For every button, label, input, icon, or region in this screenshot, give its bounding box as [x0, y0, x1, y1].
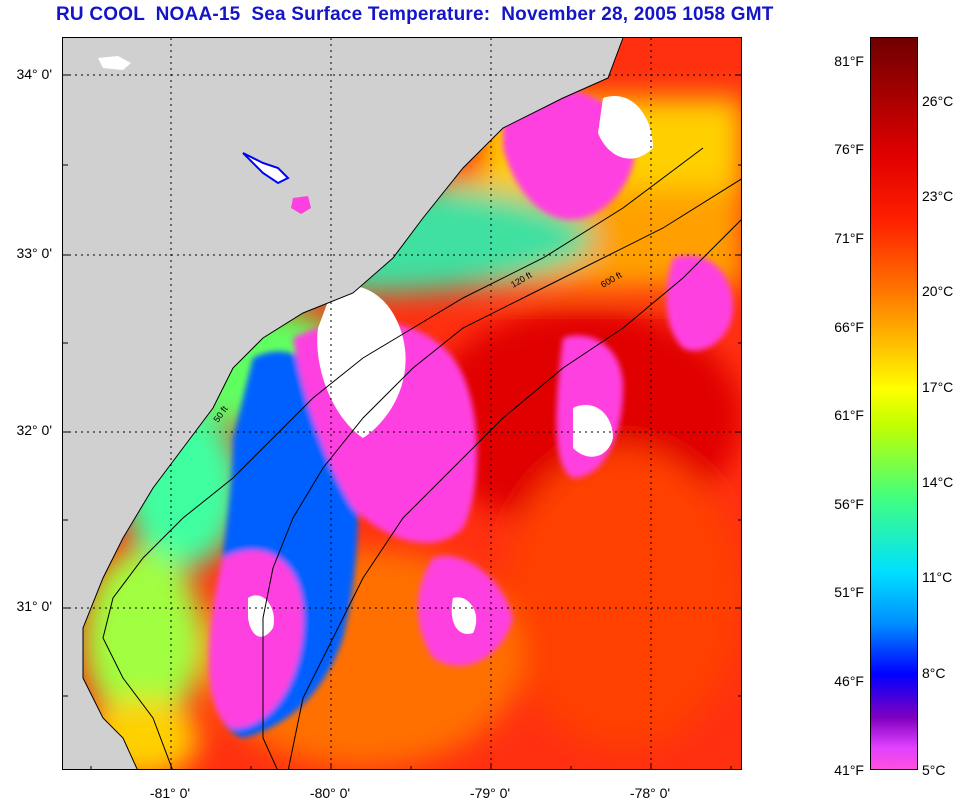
lon-label-81: -81° 0'	[149, 785, 191, 801]
colorbar-f-61: 61°F	[834, 407, 864, 423]
temperature-colorbar	[870, 37, 918, 770]
lon-label-79: -79° 0'	[469, 785, 511, 801]
lon-label-78: -78° 0'	[629, 785, 671, 801]
lat-label-34: 34° 0'	[16, 66, 52, 82]
lon-label-80: -80° 0'	[309, 785, 351, 801]
colorbar-f-76: 76°F	[834, 141, 864, 157]
colorbar-f-46: 46°F	[834, 673, 864, 689]
page-title: RU COOL NOAA-15 Sea Surface Temperature:…	[56, 4, 774, 25]
lat-label-33: 33° 0'	[16, 245, 52, 261]
colorbar-c-8: 8°C	[922, 665, 946, 681]
inland-lake	[242, 152, 290, 185]
colorbar-f-56: 56°F	[834, 496, 864, 512]
colorbar-c-11: 11°C	[922, 569, 953, 585]
inland-patch-small	[98, 56, 131, 70]
map-ticks	[63, 74, 741, 769]
colorbar-c-14: 14°C	[922, 474, 954, 490]
depth-contours	[102, 147, 741, 769]
lat-label-32: 32° 0'	[16, 422, 52, 438]
colorbar-f-66: 66°F	[834, 319, 864, 335]
colorbar-c-23: 23°C	[922, 188, 954, 204]
colorbar-c-5: 5°C	[922, 762, 946, 778]
colorbar-f-81: 81°F	[834, 53, 864, 69]
colorbar-f-51: 51°F	[834, 584, 864, 600]
lat-label-31: 31° 0'	[16, 598, 52, 614]
sst-map[interactable]: 50 ft 120 ft 600 ft	[62, 37, 742, 770]
colorbar-c-26: 26°C	[922, 93, 954, 109]
inland-patch	[291, 196, 311, 214]
colorbar-c-20: 20°C	[922, 283, 954, 299]
coastline	[82, 38, 624, 769]
graticule	[63, 38, 741, 769]
colorbar-c-17: 17°C	[922, 379, 954, 395]
colorbar-f-41: 41°F	[834, 762, 864, 778]
colorbar-f-71: 71°F	[834, 230, 864, 246]
